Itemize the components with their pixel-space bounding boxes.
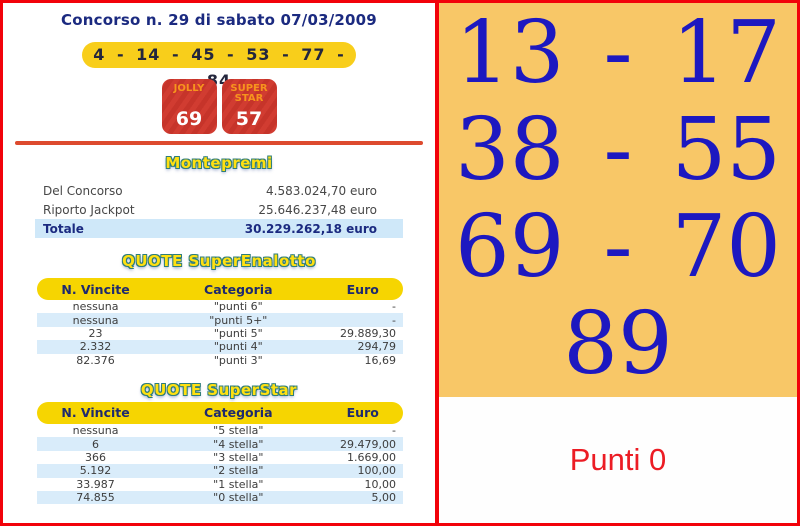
cell-euro: - [392, 424, 396, 438]
divider-line [15, 141, 423, 145]
cell-categoria: "punti 5+" [209, 313, 268, 327]
table-row: 366 "3 stella" 1.669,00 [37, 451, 403, 464]
col-header-categoria: Categoria [204, 281, 273, 297]
table-row: 23 "punti 5" 29.889,30 [37, 327, 403, 340]
montepremi-title: Montepremi [165, 154, 273, 172]
cell-categoria: "5 stella" [213, 424, 264, 438]
cell-euro: 10,00 [364, 477, 396, 491]
quote-superstar-title: QUOTE SuperStar [140, 380, 298, 399]
cell-categoria: "1 stella" [213, 477, 264, 491]
cell-vincite: 74.855 [76, 491, 115, 505]
col-header-euro: Euro [346, 405, 379, 421]
table-row: Riporto Jackpot 25.646.237,48 euro [35, 200, 403, 219]
cell-categoria: "punti 4" [213, 340, 263, 354]
row-label: Riporto Jackpot [43, 202, 135, 217]
number-separator: - [603, 197, 633, 297]
table-row: 33.987 "1 stella" 10,00 [37, 478, 403, 491]
drawn-number: 55 [671, 100, 781, 200]
cell-euro: - [392, 313, 396, 327]
montepremi-table: Del Concorso 4.583.024,70 euro Riporto J… [35, 181, 403, 238]
table-row: Del Concorso 4.583.024,70 euro [35, 181, 403, 200]
cell-vincite: 6 [92, 437, 100, 451]
page-title: Concorso n. 29 di sabato 07/03/2009 [61, 11, 377, 29]
number-line: 38 - 55 [439, 102, 797, 199]
cell-vincite: 366 [85, 450, 107, 464]
jolly-badge: JOLLY 69 [161, 79, 217, 134]
table-row: 82.376 "punti 3" 16,69 [37, 354, 403, 367]
drawn-numbers-panel: 13 - 17 38 - 55 69 - 70 89 Punti 0 [439, 3, 797, 523]
results-panel: Concorso n. 29 di sabato 07/03/2009 4 - … [3, 3, 439, 523]
drawn-number: 17 [671, 3, 781, 103]
jolly-number: 69 [175, 108, 203, 130]
number-line: 69 - 70 [439, 199, 797, 296]
punti-label: Punti 0 [569, 442, 667, 477]
cell-categoria: "0 stella" [213, 491, 264, 505]
cell-vincite: 23 [88, 326, 103, 340]
cell-euro: 16,69 [364, 353, 396, 367]
col-header-euro: Euro [346, 281, 379, 297]
table-row: nessuna "punti 5+" - [37, 313, 403, 327]
table-row: 2.332 "punti 4" 294,79 [37, 340, 403, 354]
table-row: 6 "4 stella" 29.479,00 [37, 437, 403, 451]
drawn-number: 70 [671, 197, 781, 297]
quote-superenalotto-table: N. Vincite Categoria Euro nessuna "punti… [37, 278, 403, 367]
jolly-label: JOLLY [173, 83, 205, 94]
cell-categoria: "3 stella" [213, 450, 264, 464]
cell-euro: 1.669,00 [347, 450, 396, 464]
col-header-categoria: Categoria [204, 405, 273, 421]
bonus-badges: JOLLY 69 SUPER STAR 57 [3, 79, 435, 134]
number-separator: - [603, 3, 633, 103]
winning-numbers-pill: 4 - 14 - 45 - 53 - 77 - 84 [82, 42, 356, 90]
drawn-numbers-display: 13 - 17 38 - 55 69 - 70 89 [439, 3, 797, 397]
cell-categoria: "punti 5" [213, 326, 263, 340]
quote-superstar-table: N. Vincite Categoria Euro nessuna "5 ste… [37, 401, 403, 505]
table-header: N. Vincite Categoria Euro [37, 278, 403, 300]
col-header-vincite: N. Vincite [61, 405, 130, 421]
cell-euro: - [392, 300, 396, 314]
superstar-badge: SUPER STAR 57 [221, 79, 277, 134]
cell-euro: 29.889,30 [340, 326, 396, 340]
cell-vincite: 33.987 [76, 477, 115, 491]
table-row: 5.192 "2 stella" 100,00 [37, 464, 403, 478]
drawn-number: 13 [455, 3, 565, 103]
cell-vincite: nessuna [72, 300, 119, 314]
table-row-total: Totale 30.229.262,18 euro [35, 219, 403, 238]
cell-categoria: "2 stella" [213, 464, 264, 478]
table-header: N. Vincite Categoria Euro [37, 401, 403, 424]
drawn-number: 69 [455, 197, 565, 297]
superstar-label: SUPER STAR [230, 83, 268, 104]
table-row: nessuna "5 stella" - [37, 424, 403, 437]
cell-categoria: "punti 6" [213, 300, 263, 314]
col-header-vincite: N. Vincite [61, 281, 130, 297]
cell-euro: 100,00 [357, 464, 396, 478]
number-line: 13 - 17 [439, 5, 797, 102]
cell-categoria: "4 stella" [213, 437, 264, 451]
table-row: 74.855 "0 stella" 5,00 [37, 490, 403, 505]
cell-vincite: 82.376 [76, 353, 115, 367]
cell-vincite: 5.192 [79, 464, 112, 478]
drawn-number: 38 [455, 100, 565, 200]
quote-superenalotto-title: QUOTE SuperEnalotto [122, 252, 316, 270]
superstar-number: 57 [235, 108, 263, 130]
row-label: Totale [43, 221, 84, 236]
cell-vincite: nessuna [72, 313, 119, 327]
punti-section: Punti 0 [439, 397, 797, 523]
cell-euro: 294,79 [357, 340, 396, 354]
cell-categoria: "punti 3" [213, 353, 263, 367]
cell-vincite: 2.332 [79, 340, 112, 354]
row-value: 25.646.237,48 euro [258, 202, 377, 217]
cell-euro: 29.479,00 [340, 437, 396, 451]
row-value: 4.583.024,70 euro [266, 183, 377, 198]
row-value: 30.229.262,18 euro [244, 221, 377, 236]
table-row: nessuna "punti 6" - [37, 300, 403, 313]
cell-vincite: nessuna [72, 424, 119, 438]
number-separator: - [603, 100, 633, 200]
drawn-number: 89 [563, 294, 673, 394]
row-label: Del Concorso [43, 183, 123, 198]
number-line: 89 [439, 296, 797, 393]
cell-euro: 5,00 [371, 491, 396, 505]
